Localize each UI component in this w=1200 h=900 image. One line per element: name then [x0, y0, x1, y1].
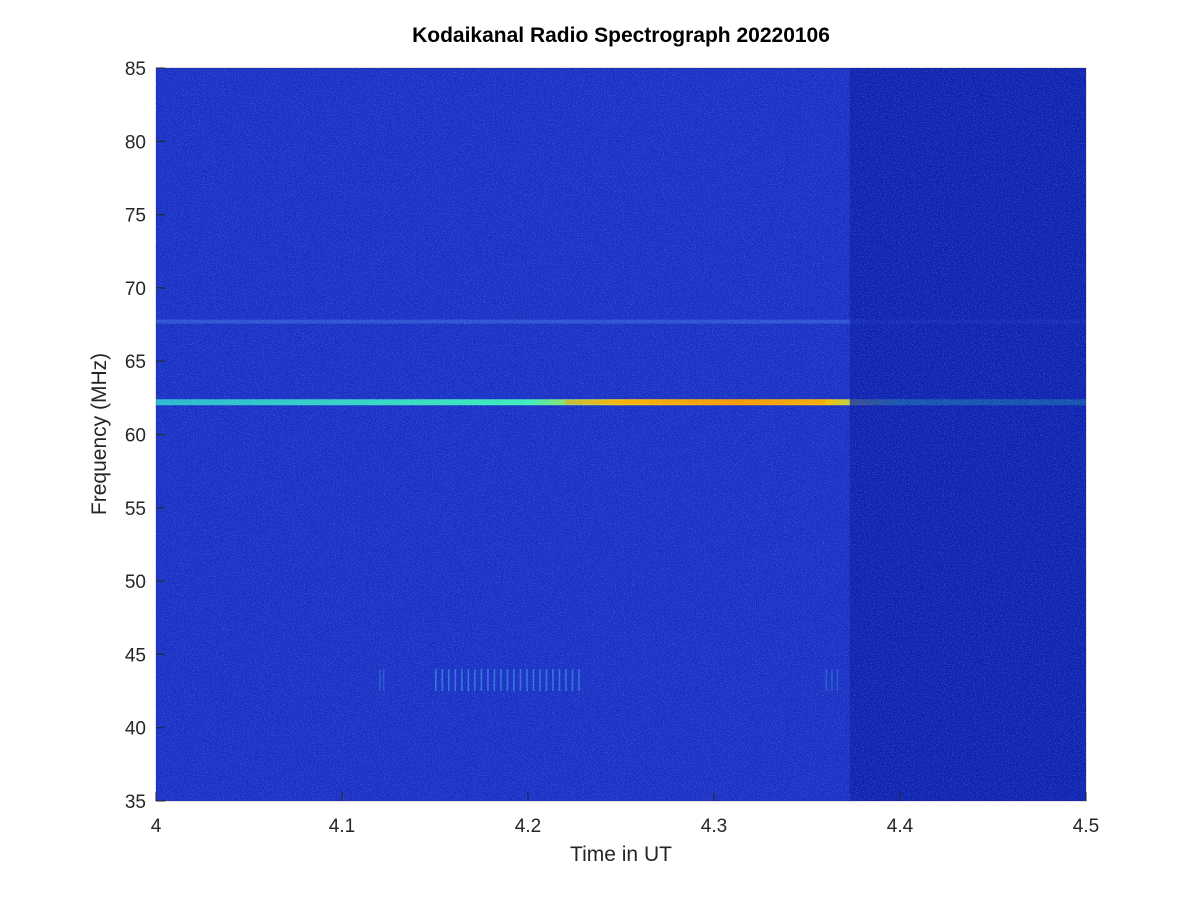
y-tick-label: 85: [125, 59, 146, 80]
x-axis-label: Time in UT: [570, 843, 672, 866]
y-tick-label: 45: [125, 645, 146, 666]
x-tick-label: 4.2: [515, 816, 541, 837]
x-tick-label: 4.5: [1073, 816, 1099, 837]
x-tick-label: 4.4: [887, 816, 914, 837]
y-tick-label: 35: [125, 792, 146, 813]
x-axis: 4 4.1 4.2 4.3 4.4 4.5: [151, 792, 1099, 837]
x-tick-label: 4.3: [701, 816, 727, 837]
x-tick-label: 4.1: [329, 816, 355, 837]
y-tick-label: 65: [125, 352, 146, 373]
y-tick-label: 70: [125, 279, 146, 300]
y-tick-label: 60: [125, 426, 146, 447]
y-tick-label: 50: [125, 572, 146, 593]
spectrogram-noise: [156, 68, 1086, 801]
y-tick-label: 75: [125, 206, 146, 227]
plot-area: [155, 67, 1087, 802]
y-axis-label: Frequency (MHz): [88, 353, 111, 515]
y-tick-label: 40: [125, 719, 146, 740]
y-tick-label: 55: [125, 499, 146, 520]
y-tick-label: 80: [125, 132, 146, 153]
x-tick-label: 4: [151, 816, 162, 837]
chart-title: Kodaikanal Radio Spectrograph 20220106: [412, 24, 830, 47]
y-axis: 35 40 45 50 55 60 65 70 75 80 85: [125, 59, 165, 813]
